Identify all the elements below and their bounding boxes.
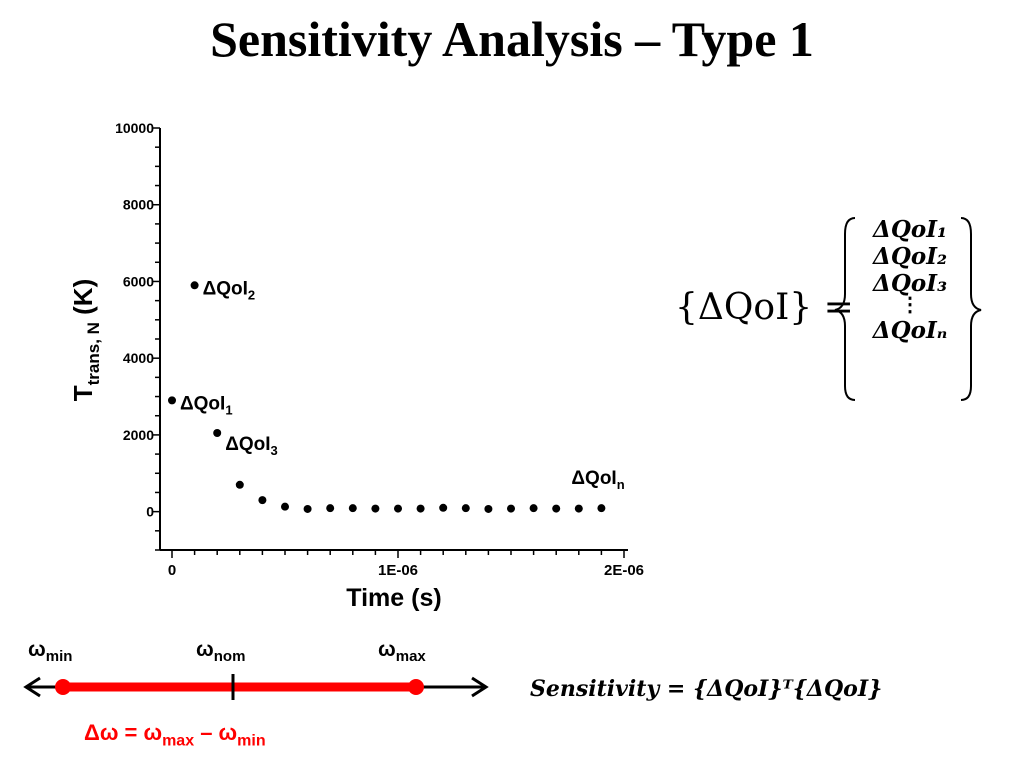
y-tick-label: 6000 — [123, 273, 154, 289]
data-point — [348, 504, 357, 513]
vector-item-3: ΔQoI₃ — [872, 270, 948, 297]
x-tick-label: 2E-06 — [604, 562, 644, 579]
data-point — [529, 504, 538, 513]
omega-max-label: ωmax — [378, 638, 426, 666]
delta-omega-equation: Δω = ωmax – ωmin — [84, 720, 266, 750]
vector-eq-items: ΔQoI₁ ΔQoI₂ ΔQoI₃ ⋮ ΔQoIₙ — [860, 216, 960, 344]
x-tick-label: 1E-06 — [378, 562, 418, 579]
y-tick-label: 0 — [146, 504, 154, 520]
point-annotation: ΔQoI3 — [225, 434, 278, 458]
data-point — [213, 428, 222, 437]
data-point — [552, 504, 561, 513]
y-tick-label: 4000 — [123, 350, 154, 366]
data-point — [507, 504, 515, 513]
y-tick-label: 10000 — [115, 120, 154, 136]
vector-eq-lhs: {ΔQoI} = — [675, 287, 854, 328]
data-point — [258, 496, 267, 505]
y-axis-title: Ttrans, N (K) — [68, 279, 103, 402]
vector-item-2: ΔQoI₂ — [872, 243, 948, 270]
data-point — [303, 504, 312, 513]
scatter-chart: 0 2000 4000 6000 8000 10000 0 1E-06 2E-06 Time (s… — [68, 120, 644, 612]
data-point — [281, 502, 289, 511]
point-annotation: ΔQoI1 — [180, 393, 233, 417]
sensitivity-equation: Sensitivity = {ΔQoI}ᵀ{ΔQoI} — [530, 676, 883, 702]
data-point — [190, 281, 199, 290]
omega-min-marker — [55, 679, 71, 695]
data-point — [597, 504, 606, 513]
vector-item-dots: ⋮ — [900, 292, 920, 316]
omega-nom-label: ωnom — [196, 638, 246, 666]
page-title: Sensitivity Analysis – Type 1 — [210, 11, 814, 67]
data-point — [235, 480, 244, 489]
data-point — [439, 503, 448, 512]
omega-min-label: ωmin — [28, 638, 73, 666]
vector-item-n: ΔQoIₙ — [872, 317, 948, 344]
omega-max-marker — [408, 679, 424, 695]
point-annotation: ΔQoIn — [571, 468, 624, 492]
vector-item-1: ΔQoI₁ — [872, 216, 948, 243]
data-point — [416, 504, 425, 513]
point-annotation: ΔQoI2 — [203, 278, 256, 302]
x-axis-title: Time (s) — [346, 584, 441, 612]
y-tick-label: 2000 — [123, 427, 154, 443]
vector-brace-shape — [834, 217, 982, 401]
x-tick-label: 0 — [168, 562, 176, 579]
data-point — [484, 504, 493, 513]
data-point — [326, 504, 335, 513]
data-point — [574, 504, 583, 513]
y-tick-label: 8000 — [123, 197, 154, 213]
data-point — [461, 504, 470, 513]
omega-range-line — [23, 674, 489, 700]
chart-axes: 0 2000 4000 6000 8000 10000 0 1E-06 2E-06 Time (s… — [68, 120, 644, 612]
data-point — [394, 504, 402, 513]
data-point — [371, 504, 380, 513]
chart-labels: ΔQoI2 ΔQoI1 ΔQoI3 ΔQoIn — [180, 278, 625, 492]
data-point — [168, 396, 176, 405]
chart-points — [168, 281, 606, 513]
